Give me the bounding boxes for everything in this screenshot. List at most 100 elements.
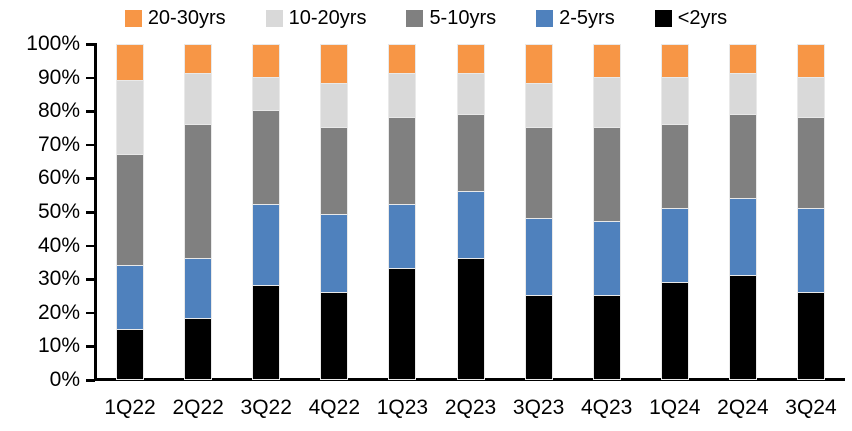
chart-legend: 20-30yrs 10-20yrs 5-10yrs 2-5yrs <2yrs xyxy=(0,5,852,31)
bar-2q24-segment-5-10yrs xyxy=(728,114,757,199)
x-axis-label-1q23: 1Q23 xyxy=(376,396,429,419)
bar-3q22-segment-lt2yrs xyxy=(252,285,281,380)
legend-item-lt2yrs: <2yrs xyxy=(654,5,728,31)
y-axis-label-60-: 60% xyxy=(37,166,80,190)
bar-2q22-segment-20-30yrs xyxy=(184,44,213,75)
bar-1q23-segment-2-5yrs xyxy=(388,205,417,270)
bar-4q23-segment-2-5yrs xyxy=(592,222,621,296)
bar-4q22 xyxy=(320,44,349,380)
bar-3q22-segment-20-30yrs xyxy=(252,44,281,78)
bar-4q22-segment-20-30yrs xyxy=(320,44,349,85)
bar-4q23-segment-5-10yrs xyxy=(592,127,621,223)
bar-2q22-segment-5-10yrs xyxy=(184,124,213,260)
bar-1q24-segment-5-10yrs xyxy=(660,124,689,209)
y-axis-tick-80- xyxy=(86,110,95,113)
y-axis-label-30-: 30% xyxy=(37,267,80,291)
bar-3q22 xyxy=(252,44,281,380)
bar-2q23-segment-20-30yrs xyxy=(456,44,485,75)
bar-4q23-segment-20-30yrs xyxy=(592,44,621,78)
y-axis-tick-70- xyxy=(86,143,95,147)
y-axis-tick-100- xyxy=(86,43,95,46)
bar-1q22-segment-10-20yrs xyxy=(116,80,145,155)
legend-label-lt2yrs: <2yrs xyxy=(677,7,728,29)
x-axis-label-1q24: 1Q24 xyxy=(649,396,701,419)
bar-3q24-segment-2-5yrs xyxy=(796,208,825,293)
bar-1q23-segment-10-20yrs xyxy=(388,74,417,118)
bar-1q24 xyxy=(660,44,689,380)
y-axis-tick-30- xyxy=(86,278,95,281)
bar-1q22-segment-2-5yrs xyxy=(116,265,145,330)
bar-3q24-segment-10-20yrs xyxy=(796,77,825,118)
bar-3q22-segment-2-5yrs xyxy=(252,205,281,286)
legend-swatch-icon-lt2yrs xyxy=(654,9,672,27)
legend-swatch-icon-5-10yrs xyxy=(406,9,424,27)
legend-label-20-30yrs: 20-30yrs xyxy=(147,7,226,29)
legend-swatch-icon-2-5yrs xyxy=(536,9,554,27)
bar-3q24-segment-lt2yrs xyxy=(796,292,825,380)
bar-3q23-segment-2-5yrs xyxy=(524,218,553,296)
bar-3q23-segment-20-30yrs xyxy=(524,44,553,85)
x-axis-label-2q23: 2Q23 xyxy=(444,396,497,419)
bar-4q22-segment-lt2yrs xyxy=(320,292,349,380)
bar-3q24-segment-20-30yrs xyxy=(796,44,825,78)
y-axis-tick-50- xyxy=(86,211,95,214)
bar-1q24-segment-20-30yrs xyxy=(660,44,689,78)
y-axis-label-10-: 10% xyxy=(37,334,80,358)
bar-1q24-segment-2-5yrs xyxy=(660,208,689,283)
bar-3q23-segment-lt2yrs xyxy=(524,295,553,380)
legend-label-2-5yrs: 2-5yrs xyxy=(559,7,615,29)
bar-3q24 xyxy=(796,44,825,380)
x-axis-label-1q22: 1Q22 xyxy=(104,396,156,419)
bar-4q22-segment-2-5yrs xyxy=(320,215,349,293)
y-axis-label-80-: 80% xyxy=(37,99,80,123)
legend-item-20-30yrs: 20-30yrs xyxy=(124,5,226,31)
legend-item-10-20yrs: 10-20yrs xyxy=(265,5,366,31)
bar-1q24-segment-lt2yrs xyxy=(660,282,689,380)
x-axis-label-2q22: 2Q22 xyxy=(172,396,224,419)
y-axis-line xyxy=(94,43,97,381)
bar-2q22 xyxy=(184,44,213,380)
bar-4q23-segment-lt2yrs xyxy=(592,295,621,380)
bar-1q23-segment-5-10yrs xyxy=(388,117,417,206)
bar-4q23 xyxy=(592,44,621,380)
bar-3q22-segment-10-20yrs xyxy=(252,77,281,112)
bar-1q23-segment-lt2yrs xyxy=(388,269,417,380)
bar-3q24-segment-5-10yrs xyxy=(796,117,825,209)
bar-2q23 xyxy=(456,44,485,380)
y-axis-tick-10- xyxy=(86,345,95,348)
y-axis-label-70-: 70% xyxy=(37,132,80,156)
x-axis-label-3q23: 3Q23 xyxy=(512,396,565,419)
bar-2q24-segment-20-30yrs xyxy=(728,44,757,75)
bar-2q23-segment-2-5yrs xyxy=(456,191,485,259)
bar-1q23-segment-20-30yrs xyxy=(388,44,417,75)
bar-1q22 xyxy=(116,44,145,380)
bar-1q22-segment-20-30yrs xyxy=(116,44,145,81)
bar-2q24 xyxy=(728,44,757,380)
legend-swatch-icon-10-20yrs xyxy=(265,9,283,27)
bar-4q22-segment-10-20yrs xyxy=(320,84,349,128)
x-axis-label-4q23: 4Q23 xyxy=(580,396,633,419)
x-axis-label-3q22: 3Q22 xyxy=(240,396,292,419)
bar-2q24-segment-10-20yrs xyxy=(728,74,757,115)
y-axis-label-40-: 40% xyxy=(37,233,80,257)
y-axis-tick-0- xyxy=(86,379,95,382)
bar-3q23-segment-5-10yrs xyxy=(524,127,553,219)
legend-item-5-10yrs: 5-10yrs xyxy=(406,5,496,31)
bar-2q22-segment-lt2yrs xyxy=(184,319,213,380)
bar-2q24-segment-2-5yrs xyxy=(728,198,757,276)
y-axis-tick-60- xyxy=(86,177,95,180)
legend-swatch-icon-20-30yrs xyxy=(124,9,142,27)
y-axis-label-90-: 90% xyxy=(37,65,80,89)
x-axis-label-4q22: 4Q22 xyxy=(308,396,360,419)
y-axis-tick-40- xyxy=(86,244,95,248)
bar-1q23 xyxy=(388,44,417,380)
y-axis-label-50-: 50% xyxy=(37,200,80,223)
bar-3q22-segment-5-10yrs xyxy=(252,111,281,206)
y-axis-tick-90- xyxy=(86,76,95,80)
bar-2q23-segment-10-20yrs xyxy=(456,74,485,115)
bar-2q24-segment-lt2yrs xyxy=(728,275,757,380)
x-axis-label-3q24: 3Q24 xyxy=(785,396,837,419)
bar-3q23 xyxy=(524,44,553,380)
legend-item-2-5yrs: 2-5yrs xyxy=(536,5,615,31)
